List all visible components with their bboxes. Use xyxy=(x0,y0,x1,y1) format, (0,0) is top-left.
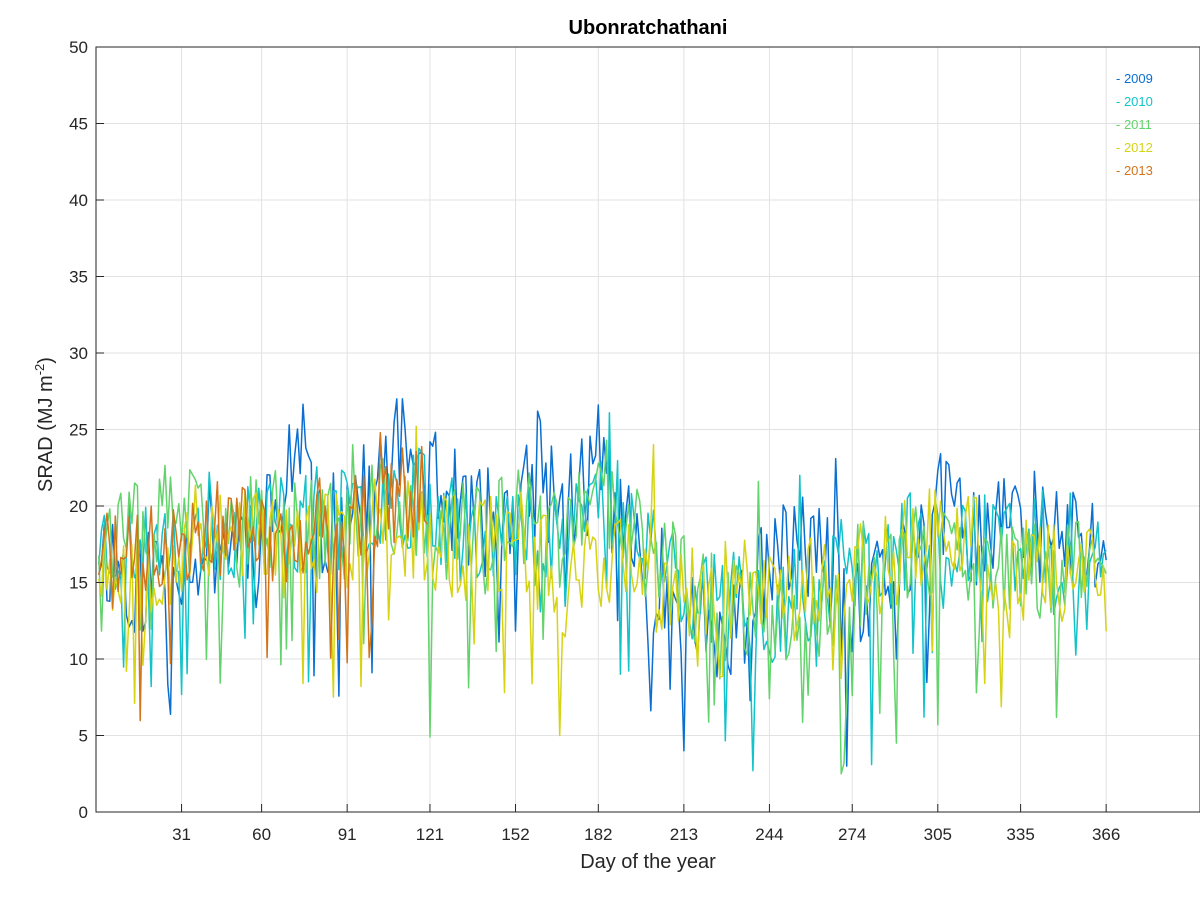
x-tick-label: 182 xyxy=(584,825,612,844)
y-tick-label: 50 xyxy=(69,38,88,57)
chart-title: Ubonratchathani xyxy=(569,17,728,39)
series-line-2013 xyxy=(98,431,428,722)
legend-entry-2012: - 2012 xyxy=(1116,140,1153,155)
legend-entry-2010: - 2010 xyxy=(1116,94,1153,109)
legend-entry-2013: - 2013 xyxy=(1116,163,1153,178)
x-axis-label: Day of the year xyxy=(580,851,716,873)
y-tick-label: 0 xyxy=(79,803,88,822)
x-tick-label: 244 xyxy=(755,825,783,844)
series-line-2011 xyxy=(98,439,1107,775)
x-tick-label: 152 xyxy=(501,825,529,844)
y-tick-label: 15 xyxy=(69,574,88,593)
y-tick-label: 35 xyxy=(69,268,88,287)
series-line-2009 xyxy=(98,398,1107,767)
y-tick-label: 45 xyxy=(69,115,88,134)
y-tick-label: 5 xyxy=(79,727,88,746)
x-tick-label: 366 xyxy=(1092,825,1120,844)
y-axis-label-close: ) xyxy=(35,357,57,364)
series-layer xyxy=(98,398,1107,775)
y-tick-label: 20 xyxy=(69,497,88,516)
y-tick-label: 10 xyxy=(69,650,88,669)
y-tick-label: 40 xyxy=(69,191,88,210)
y-axis-label: SRAD (MJ m-2) xyxy=(32,357,57,492)
x-tick-label: 31 xyxy=(172,825,191,844)
y-tick-label: 25 xyxy=(69,421,88,440)
y-axis-label-main: SRAD (MJ m xyxy=(35,375,57,492)
x-tick-label: 335 xyxy=(1006,825,1034,844)
y-axis-label-sup: -2 xyxy=(32,364,47,376)
legend-entry-2009: - 2009 xyxy=(1116,71,1153,86)
x-tick-label: 274 xyxy=(838,825,866,844)
x-tick-label: 60 xyxy=(252,825,271,844)
x-tick-label: 213 xyxy=(670,825,698,844)
grid xyxy=(96,47,1200,812)
y-tick-label: 30 xyxy=(69,344,88,363)
x-tick-label: 305 xyxy=(924,825,952,844)
series-line-2012 xyxy=(98,425,1107,737)
legend-entry-2011: - 2011 xyxy=(1116,117,1152,132)
ticks: 31 60 91 121 152 182 213 244 274 305 335 366 0 5 10 15 2… xyxy=(69,38,1120,844)
legend: - 2009 - 2010 - 2011 - 2012 - 2013 xyxy=(1116,71,1153,178)
x-tick-label: 121 xyxy=(416,825,444,844)
x-tick-label: 91 xyxy=(338,825,357,844)
